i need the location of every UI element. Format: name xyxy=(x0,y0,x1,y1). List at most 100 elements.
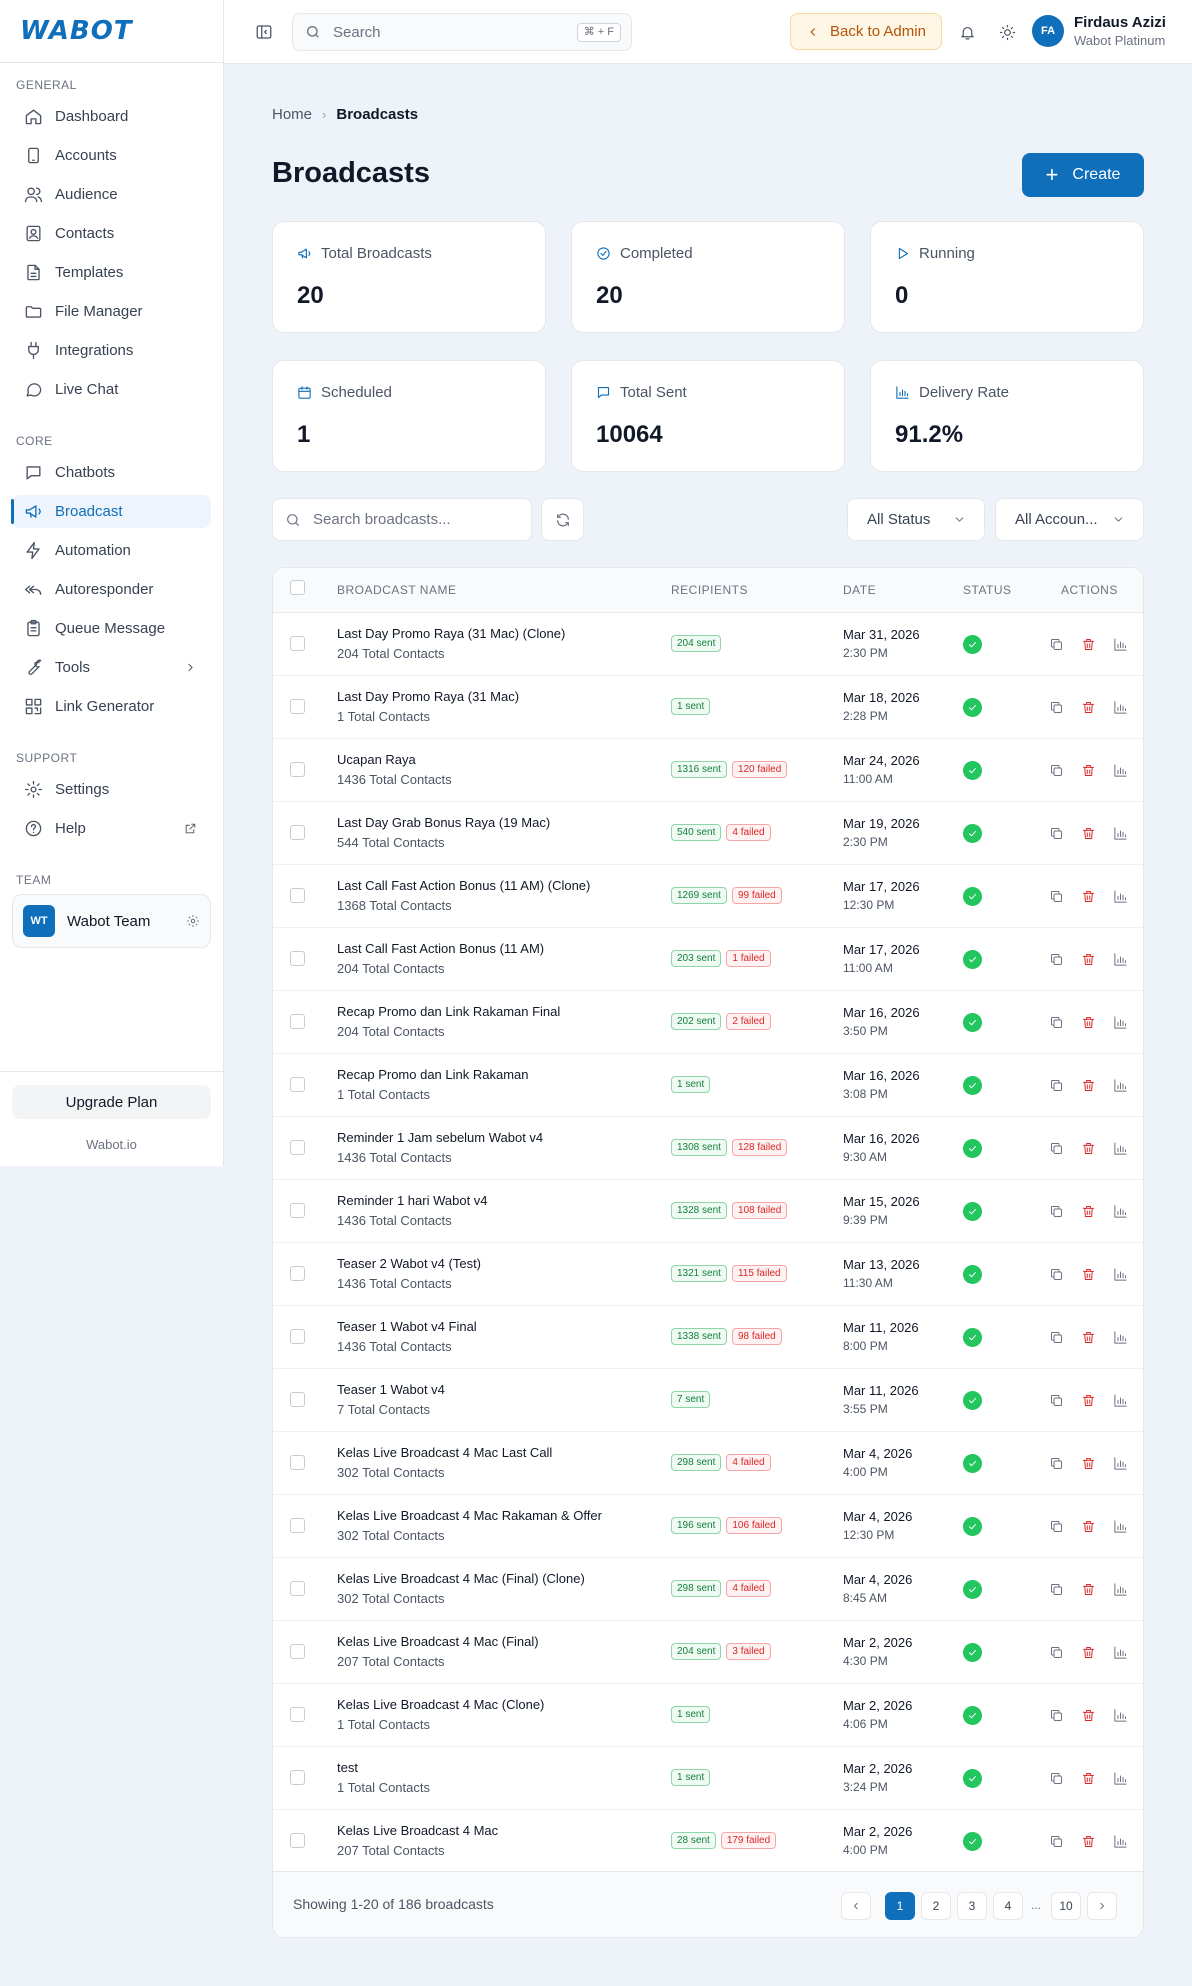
page-button-2[interactable]: 2 xyxy=(921,1892,951,1920)
broadcast-name[interactable]: Kelas Live Broadcast 4 Mac Rakaman & Off… xyxy=(337,1508,602,1523)
footer-link[interactable]: Wabot.io xyxy=(86,1137,137,1152)
sidebar-item-broadcast[interactable]: Broadcast xyxy=(11,495,211,528)
analytics-button[interactable] xyxy=(1113,952,1128,967)
analytics-button[interactable] xyxy=(1113,1582,1128,1597)
row-checkbox[interactable] xyxy=(290,762,305,777)
refresh-button[interactable] xyxy=(541,498,584,541)
row-checkbox[interactable] xyxy=(290,1770,305,1785)
column-header-name[interactable]: BROADCAST NAME xyxy=(337,583,457,597)
broadcast-name[interactable]: Reminder 1 hari Wabot v4 xyxy=(337,1193,488,1208)
table-row[interactable]: Last Day Promo Raya (31 Mac) (Clone) 204 … xyxy=(273,613,1143,676)
analytics-button[interactable] xyxy=(1113,826,1128,841)
table-row[interactable]: Recap Promo dan Link Rakaman 1 Total Cont… xyxy=(273,1054,1143,1117)
broadcast-name[interactable]: Last Call Fast Action Bonus (11 AM) (Clo… xyxy=(337,878,591,893)
sidebar-item-settings[interactable]: Settings xyxy=(12,773,211,806)
prev-page-button[interactable] xyxy=(841,1892,871,1920)
breadcrumb-home[interactable]: Home xyxy=(272,106,313,123)
analytics-button[interactable] xyxy=(1113,1204,1128,1219)
row-checkbox[interactable] xyxy=(290,1203,305,1218)
table-row[interactable]: Recap Promo dan Link Rakaman Final 204 To… xyxy=(273,991,1143,1054)
broadcast-name[interactable]: test xyxy=(337,1760,358,1775)
delete-button[interactable] xyxy=(1081,826,1096,841)
analytics-button[interactable] xyxy=(1113,1015,1128,1030)
table-row[interactable]: Teaser 1 Wabot v4 7 Total Contacts 7 sent M… xyxy=(273,1369,1143,1432)
analytics-button[interactable] xyxy=(1113,1267,1128,1282)
team-switcher[interactable]: WT Wabot Team xyxy=(12,894,211,948)
broadcast-name[interactable]: Teaser 1 Wabot v4 Final xyxy=(337,1319,477,1334)
logo[interactable]: WABOT xyxy=(0,0,223,63)
analytics-button[interactable] xyxy=(1113,889,1128,904)
broadcast-name[interactable]: Recap Promo dan Link Rakaman Final xyxy=(337,1004,561,1019)
row-checkbox[interactable] xyxy=(290,1707,305,1722)
broadcast-search[interactable]: Search broadcasts... xyxy=(272,498,532,541)
row-checkbox[interactable] xyxy=(290,1644,305,1659)
next-page-button[interactable] xyxy=(1087,1892,1117,1920)
analytics-button[interactable] xyxy=(1113,1393,1128,1408)
account-filter-select[interactable]: All Accoun... xyxy=(995,498,1144,541)
analytics-button[interactable] xyxy=(1113,763,1128,778)
row-checkbox[interactable] xyxy=(290,1518,305,1533)
delete-button[interactable] xyxy=(1081,1645,1096,1660)
row-checkbox[interactable] xyxy=(290,1140,305,1155)
analytics-button[interactable] xyxy=(1113,700,1128,715)
row-checkbox[interactable] xyxy=(290,1392,305,1407)
broadcast-name[interactable]: Kelas Live Broadcast 4 Mac Last Call xyxy=(337,1445,553,1460)
row-checkbox[interactable] xyxy=(290,951,305,966)
page-button-10[interactable]: 10 xyxy=(1051,1892,1081,1920)
page-button-4[interactable]: 4 xyxy=(993,1892,1023,1920)
duplicate-button[interactable] xyxy=(1049,1393,1064,1408)
duplicate-button[interactable] xyxy=(1049,1519,1064,1534)
row-checkbox[interactable] xyxy=(290,1833,305,1848)
delete-button[interactable] xyxy=(1081,889,1096,904)
broadcast-name[interactable]: Teaser 2 Wabot v4 (Test) xyxy=(337,1256,482,1271)
row-checkbox[interactable] xyxy=(290,1266,305,1281)
broadcast-name[interactable]: Last Call Fast Action Bonus (11 AM) xyxy=(337,941,545,956)
user-menu[interactable]: FA Firdaus Azizi Wabot Platinum xyxy=(1032,14,1166,48)
upgrade-plan-button[interactable]: Upgrade Plan xyxy=(12,1085,211,1119)
duplicate-button[interactable] xyxy=(1049,1456,1064,1471)
column-header-date[interactable]: DATE xyxy=(843,583,877,597)
table-row[interactable]: Teaser 1 Wabot v4 Final 1436 Total Contac… xyxy=(273,1306,1143,1369)
broadcast-name[interactable]: Kelas Live Broadcast 4 Mac xyxy=(337,1823,499,1838)
table-row[interactable]: Kelas Live Broadcast 4 Mac 207 Total Cont… xyxy=(273,1810,1143,1873)
analytics-button[interactable] xyxy=(1113,1330,1128,1345)
create-button[interactable]: + Create xyxy=(1022,153,1144,197)
sidebar-item-chatbots[interactable]: Chatbots xyxy=(12,456,211,489)
theme-toggle-button[interactable] xyxy=(996,21,1018,43)
duplicate-button[interactable] xyxy=(1049,1645,1064,1660)
row-checkbox[interactable] xyxy=(290,1077,305,1092)
delete-button[interactable] xyxy=(1081,1456,1096,1471)
table-row[interactable]: Kelas Live Broadcast 4 Mac Last Call 302 … xyxy=(273,1432,1143,1495)
table-row[interactable]: Kelas Live Broadcast 4 Mac Rakaman & Off… xyxy=(273,1495,1143,1558)
table-row[interactable]: Last Call Fast Action Bonus (11 AM) 204 T… xyxy=(273,928,1143,991)
analytics-button[interactable] xyxy=(1113,1645,1128,1660)
duplicate-button[interactable] xyxy=(1049,1204,1064,1219)
sidebar-item-accounts[interactable]: Accounts xyxy=(12,139,211,172)
row-checkbox[interactable] xyxy=(290,825,305,840)
page-button-3[interactable]: 3 xyxy=(957,1892,987,1920)
sidebar-item-contacts[interactable]: Contacts xyxy=(12,217,211,250)
sidebar-item-integrations[interactable]: Integrations xyxy=(12,334,211,367)
row-checkbox[interactable] xyxy=(290,636,305,651)
sidebar-toggle-button[interactable] xyxy=(254,22,274,42)
duplicate-button[interactable] xyxy=(1049,763,1064,778)
table-row[interactable]: Last Day Grab Bonus Raya (19 Mac) 544 Tot… xyxy=(273,802,1143,865)
duplicate-button[interactable] xyxy=(1049,826,1064,841)
broadcast-name[interactable]: Recap Promo dan Link Rakaman xyxy=(337,1067,529,1082)
table-row[interactable]: Teaser 2 Wabot v4 (Test) 1436 Total Conta… xyxy=(273,1243,1143,1306)
duplicate-button[interactable] xyxy=(1049,637,1064,652)
analytics-button[interactable] xyxy=(1113,1771,1128,1786)
row-checkbox[interactable] xyxy=(290,1581,305,1596)
sidebar-item-tools[interactable]: Tools xyxy=(12,651,211,684)
sidebar-item-dashboard[interactable]: Dashboard xyxy=(12,100,211,133)
broadcast-name[interactable]: Ucapan Raya xyxy=(337,752,416,767)
delete-button[interactable] xyxy=(1081,952,1096,967)
row-checkbox[interactable] xyxy=(290,699,305,714)
delete-button[interactable] xyxy=(1081,763,1096,778)
sidebar-item-queue-message[interactable]: Queue Message xyxy=(12,612,211,645)
table-row[interactable]: Kelas Live Broadcast 4 Mac (Final) (Clon… xyxy=(273,1558,1143,1621)
analytics-button[interactable] xyxy=(1113,637,1128,652)
analytics-button[interactable] xyxy=(1113,1834,1128,1849)
duplicate-button[interactable] xyxy=(1049,1267,1064,1282)
status-filter-select[interactable]: All Status xyxy=(847,498,985,541)
